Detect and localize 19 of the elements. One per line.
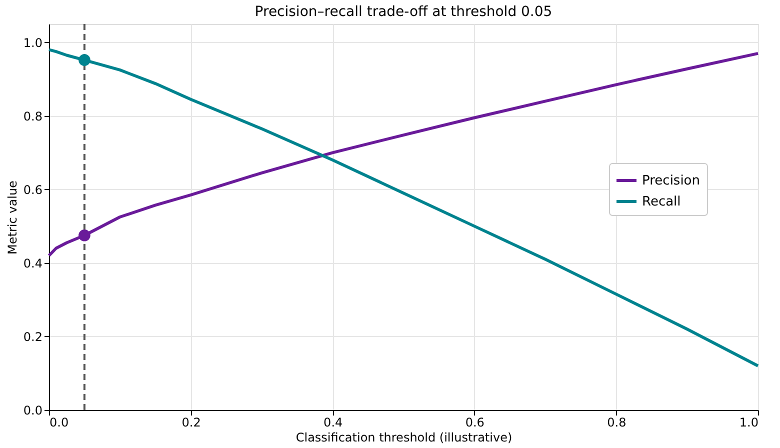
x-axis-title: Classification threshold (illustrative): [296, 430, 512, 444]
legend-label: Recall: [642, 194, 681, 210]
line-series: [48, 48, 760, 368]
y-tick-label: 0.2: [23, 330, 42, 344]
y-tick-label: 0.0: [23, 404, 42, 418]
x-tick-label: 0.0: [50, 416, 69, 430]
legend-label: Precision: [642, 174, 700, 188]
y-tick-label: 0.4: [23, 256, 42, 270]
y-tick-label: 0.8: [23, 109, 42, 124]
chart-title: Precision–recall trade-off at threshold 0.05: [254, 4, 552, 20]
y-axis-title: Metric value: [5, 180, 20, 254]
x-tick-label: 0.8: [607, 416, 626, 430]
y-tick-label: 0.6: [23, 182, 42, 197]
x-tick-label: 0.2: [182, 416, 201, 430]
x-tick-label: 0.4: [324, 416, 343, 430]
line-series: [48, 52, 760, 258]
y-tick-label: 1.0: [23, 36, 42, 50]
x-tick-label: 0.6: [465, 416, 484, 430]
x-tick-label: 1.0: [739, 416, 758, 430]
